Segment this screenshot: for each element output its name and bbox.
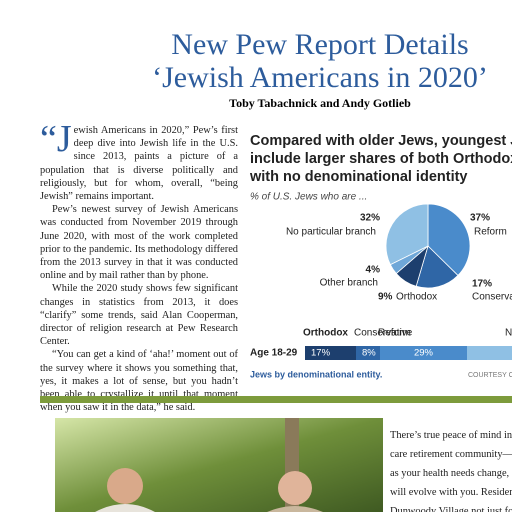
pie-slice xyxy=(415,245,459,289)
chart-note: Jews by denominational entity. xyxy=(250,369,382,379)
value-label: 37% xyxy=(470,213,490,224)
bar-segment xyxy=(380,346,467,360)
photo xyxy=(55,418,383,512)
ad-line: as your health needs change, xyxy=(390,468,510,479)
category-label: Other branch xyxy=(320,278,378,289)
category-label: Orthodox xyxy=(396,292,437,303)
ad-line: Dunwoody Village not just fo xyxy=(390,506,512,512)
bar-segment xyxy=(356,346,380,360)
legend-label: Conservative xyxy=(354,328,413,339)
pie-slice xyxy=(427,203,471,277)
chart-title: Compared with older Jews, youngest Jew xyxy=(250,133,512,149)
bar-segment xyxy=(305,346,356,360)
title: ‘Jewish Americans in 2020’ xyxy=(152,61,488,94)
chart-title: with no denominational identity xyxy=(249,169,468,185)
chart: Compared with older Jews, youngest Jew in… xyxy=(249,133,512,379)
paragraph: While the 2020 study shows few significa… xyxy=(40,283,238,348)
value-label: 4% xyxy=(366,265,381,276)
byline: Toby Tabachnick and Andy Gotlieb xyxy=(229,96,411,110)
ad-line: There’s true peace of mind in xyxy=(390,430,512,441)
legend-label: N xyxy=(505,328,512,339)
category-label: No particular branch xyxy=(286,227,376,238)
ad-line: care retirement community— xyxy=(390,449,512,460)
divider xyxy=(40,396,512,403)
bar-segment xyxy=(467,346,512,360)
value-label: 8% xyxy=(362,348,376,359)
ad-text: There’s true peace of mind in care retire… xyxy=(390,426,512,512)
row-label: Age 18-29 xyxy=(250,348,298,359)
title: New Pew Report Details xyxy=(171,28,469,61)
paragraph: “You can get a kind of ‘aha!’ moment out… xyxy=(40,349,238,414)
ad-line: will evolve with you. Residen xyxy=(390,487,512,498)
legend-label: Orthodox xyxy=(303,328,348,339)
article: “Jewish Americans in 2020,” Pew’s first … xyxy=(40,118,238,414)
paragraph: “Jewish Americans in 2020,” Pew’s first … xyxy=(40,118,238,203)
value-label: 32% xyxy=(360,213,380,224)
legend-label: Reform xyxy=(378,328,411,339)
chart-source: COURTESY C xyxy=(468,372,512,379)
pie-slice xyxy=(385,203,429,266)
value-label: 17% xyxy=(311,348,331,359)
paragraph: Pew’s newest survey of Jewish Americans … xyxy=(40,204,238,282)
value-label: 29% xyxy=(414,348,434,359)
chart-title: include larger shares of both Orthodox a xyxy=(250,151,512,167)
value-label: 17% xyxy=(472,279,492,290)
chart-subtitle: % of U.S. Jews who are ... xyxy=(250,192,367,203)
value-label: 9% xyxy=(378,292,393,303)
category-label: Reform xyxy=(474,227,507,238)
category-label: Conserva xyxy=(472,292,512,303)
